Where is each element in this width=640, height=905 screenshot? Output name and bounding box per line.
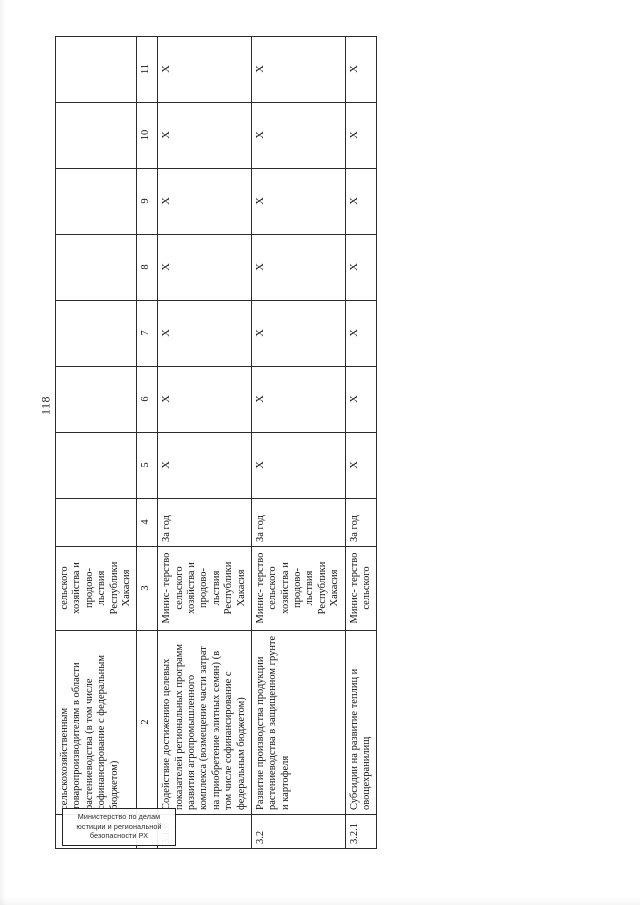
stamp-line-3: безопасности РХ xyxy=(89,831,149,841)
stamp-line-1: Министерство по делам xyxy=(77,812,161,821)
row-name: сельскохозяйственным товаропроизводителя… xyxy=(55,630,137,814)
column-number-11: 11 xyxy=(136,36,158,102)
row-mark: X xyxy=(157,432,252,498)
registration-stamp: Министерство по делам юстиции и регионал… xyxy=(62,808,176,847)
column-number-9: 9 xyxy=(136,168,158,234)
row-period: За год xyxy=(345,498,377,546)
row-mark xyxy=(55,300,137,366)
row-mark: X xyxy=(251,366,345,432)
row-name: Содействие достижению целевых показателе… xyxy=(157,630,252,814)
row-mark: X xyxy=(157,36,252,102)
row-mark: X xyxy=(157,234,252,300)
row-period: За год xyxy=(157,498,252,546)
column-number-6: 6 xyxy=(136,366,158,432)
row-mark xyxy=(55,168,137,234)
row-mark: X xyxy=(345,168,377,234)
row-period: За год xyxy=(251,498,345,546)
row-mark xyxy=(55,234,137,300)
column-number-2: 2 xyxy=(136,630,158,814)
column-number-4: 4 xyxy=(136,498,158,546)
row-mark: X xyxy=(251,234,345,300)
column-number-5: 5 xyxy=(136,432,158,498)
column-number-7: 7 xyxy=(136,300,158,366)
row-code: 3.2 xyxy=(251,814,345,848)
page-number: 118 xyxy=(38,395,53,416)
row-mark: X xyxy=(251,432,345,498)
scan-edge-left xyxy=(0,0,6,905)
row-mark xyxy=(55,102,137,168)
row-org: Минис- терство сельского xyxy=(345,546,377,630)
row-mark xyxy=(55,432,137,498)
row-org: сельского хозяйства и продово- льствия Р… xyxy=(55,546,137,630)
row-mark: X xyxy=(251,168,345,234)
row-mark: X xyxy=(345,234,377,300)
row-mark: X xyxy=(345,432,377,498)
row-mark: X xyxy=(251,102,345,168)
column-number-8: 8 xyxy=(136,234,158,300)
row-mark: X xyxy=(251,36,345,102)
table-row: 3.2 Развитие производства продукции раст… xyxy=(251,36,345,848)
row-mark xyxy=(55,366,137,432)
table-row: 3.2.1 Субсидии на развитие теплиц и овощ… xyxy=(345,36,377,848)
row-mark: X xyxy=(157,168,252,234)
table-row: 3.1.6 Содействие достижению целевых пока… xyxy=(157,36,252,848)
stamp-line-2: юстиции и региональной xyxy=(76,821,162,831)
row-mark: X xyxy=(345,300,377,366)
rotated-table-stage: сельскохозяйственным товаропроизводителя… xyxy=(55,36,585,858)
table-row: сельскохозяйственным товаропроизводителя… xyxy=(55,36,137,848)
row-org: Минис- терство сельского хозяйства и про… xyxy=(157,546,252,630)
row-mark: X xyxy=(251,300,345,366)
row-code: 3.2.1 xyxy=(345,814,377,848)
row-mark xyxy=(55,36,137,102)
row-mark: X xyxy=(157,366,252,432)
column-number-10: 10 xyxy=(136,102,158,168)
row-org: Минис- терство сельского хозяйства и про… xyxy=(251,546,345,630)
appendix-table: сельскохозяйственным товаропроизводителя… xyxy=(55,36,377,849)
row-mark: X xyxy=(157,102,252,168)
row-period xyxy=(55,498,137,546)
row-mark: X xyxy=(345,102,377,168)
column-number-3: 3 xyxy=(136,546,158,630)
row-mark: X xyxy=(345,366,377,432)
row-name: Субсидии на развитие теплиц и овощехрани… xyxy=(345,630,377,814)
row-mark: X xyxy=(157,300,252,366)
row-name: Развитие производства продукции растение… xyxy=(251,630,345,814)
row-mark: X xyxy=(345,36,377,102)
column-number-row: 2 3 4 5 6 7 8 9 10 11 xyxy=(136,36,158,848)
scan-edge-bottom xyxy=(0,897,640,905)
